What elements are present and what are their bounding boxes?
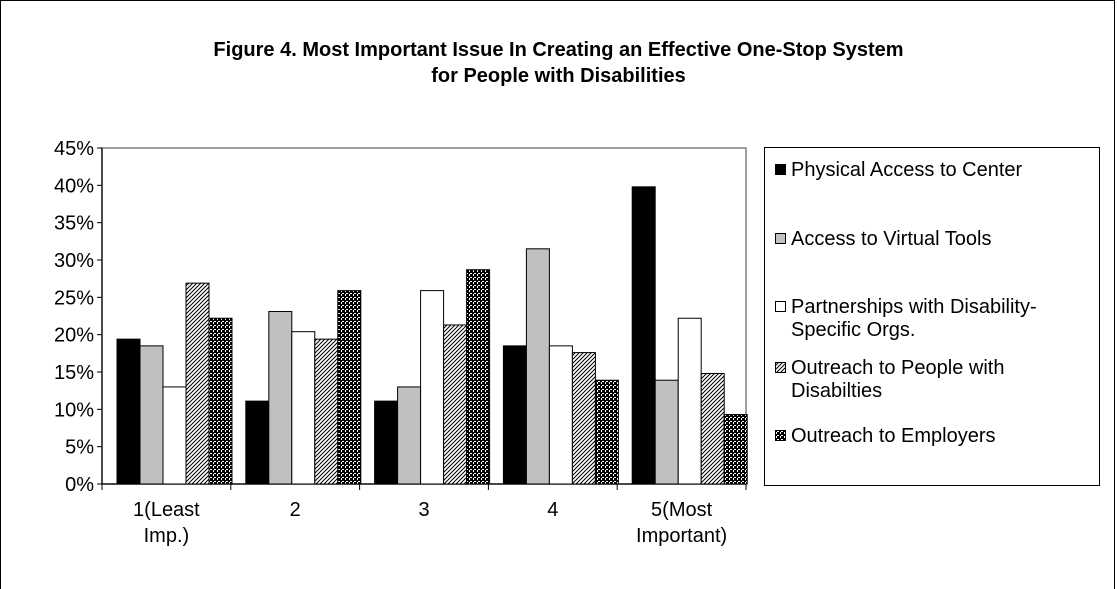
y-tick-label: 20% xyxy=(54,325,94,347)
legend-swatch-partnerships xyxy=(775,301,786,312)
bar xyxy=(466,269,491,485)
bar xyxy=(525,248,550,485)
x-tick-label: 2 xyxy=(290,499,301,521)
bar xyxy=(631,186,656,485)
y-tick-label: 35% xyxy=(54,213,94,235)
bar xyxy=(374,400,399,485)
legend-label-virtual-tools: Access to Virtual Tools xyxy=(791,228,992,250)
bar xyxy=(116,338,141,485)
bar xyxy=(443,324,468,485)
x-tick-label: 3 xyxy=(418,499,429,521)
y-tick-label: 10% xyxy=(54,399,94,421)
y-tick-label: 0% xyxy=(65,474,94,496)
legend-label-physical-access: Physical Access to Center xyxy=(791,159,1023,181)
bar xyxy=(397,386,422,485)
legend-item-physical-access: Physical Access to Center xyxy=(775,159,1101,182)
y-tick-label: 5% xyxy=(65,437,94,459)
bar xyxy=(245,400,270,485)
x-tick-label: 5(Most xyxy=(651,499,713,521)
legend-swatch-outreach-employers xyxy=(775,430,786,441)
bar xyxy=(314,338,339,485)
legend: Physical Access to Center Access to Virt… xyxy=(764,147,1100,486)
bar xyxy=(420,290,445,485)
bar xyxy=(594,379,619,485)
bar xyxy=(502,345,527,485)
x-tick-label: Imp.) xyxy=(144,525,190,547)
y-tick-label: 15% xyxy=(54,362,94,384)
y-tick-label: 25% xyxy=(54,287,94,309)
y-tick-label: 45% xyxy=(54,138,94,160)
legend-item-outreach-people: Outreach to People with Disabilties xyxy=(775,357,1101,403)
bar xyxy=(700,372,725,485)
bar xyxy=(337,290,362,485)
x-tick-label: 4 xyxy=(547,499,558,521)
legend-item-outreach-employers: Outreach to Employers xyxy=(775,425,1101,448)
bar xyxy=(291,331,316,485)
legend-label-outreach-employers: Outreach to Employers xyxy=(791,425,996,447)
y-tick-label: 40% xyxy=(54,175,94,197)
y-tick-label: 30% xyxy=(54,250,94,272)
legend-swatch-outreach-people xyxy=(775,362,786,373)
chart-title-line-1: Figure 4. Most Important Issue In Creati… xyxy=(213,39,904,61)
legend-item-partnerships: Partnerships with Disability-Specific Or… xyxy=(775,296,1101,342)
legend-item-virtual-tools: Access to Virtual Tools xyxy=(775,228,1101,251)
bar xyxy=(268,311,293,485)
x-tick-label: 1(Least xyxy=(133,499,200,521)
bar xyxy=(677,317,702,485)
bar xyxy=(548,345,573,485)
legend-label-outreach-people: Outreach to People with Disabilties xyxy=(791,357,1005,402)
legend-swatch-physical-access xyxy=(775,164,786,175)
x-tick-label: Important) xyxy=(636,525,727,547)
bar xyxy=(185,282,210,485)
bar xyxy=(571,352,596,485)
bar xyxy=(162,386,187,485)
legend-swatch-virtual-tools xyxy=(775,233,786,244)
plot-area: 0% 5% 10% 15% 20% 25% 30% 35% 40% 45% 1(Least Imp.)… xyxy=(54,138,748,547)
legend-label-partnerships: Partnerships with Disability-Specific Or… xyxy=(791,296,1037,341)
bar xyxy=(139,345,164,485)
bar xyxy=(208,317,233,485)
bar xyxy=(723,414,748,485)
bar xyxy=(654,379,679,485)
chart-title: Figure 4. Most Important Issue In Creati… xyxy=(0,37,1117,89)
chart-title-line-2: for People with Disabilities xyxy=(431,65,686,87)
